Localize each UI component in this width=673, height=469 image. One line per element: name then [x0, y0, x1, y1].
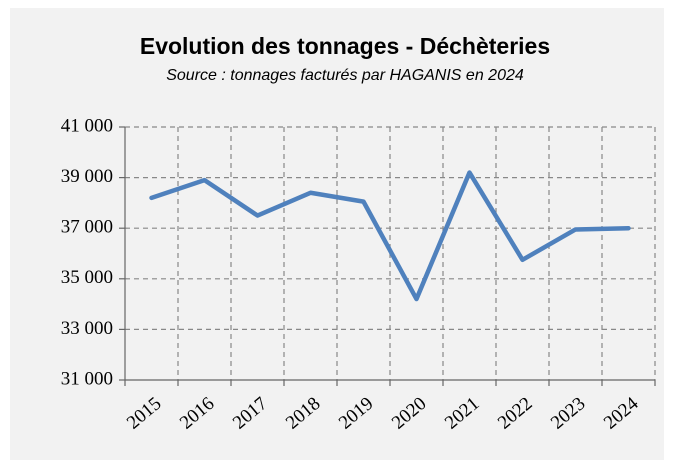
- y-tick-label: 31 000: [61, 368, 113, 389]
- y-tick-label: 39 000: [61, 166, 113, 187]
- chart-subtitle: Source : tonnages facturés par HAGANIS e…: [166, 67, 524, 84]
- y-tick-label: 37 000: [61, 217, 113, 238]
- y-tick-label: 41 000: [61, 115, 113, 136]
- y-tick-label: 33 000: [61, 318, 113, 339]
- y-tick-label: 35 000: [61, 267, 113, 288]
- data-line: [149, 170, 631, 302]
- chart-title: Evolution des tonnages - Déchèteries: [140, 33, 550, 59]
